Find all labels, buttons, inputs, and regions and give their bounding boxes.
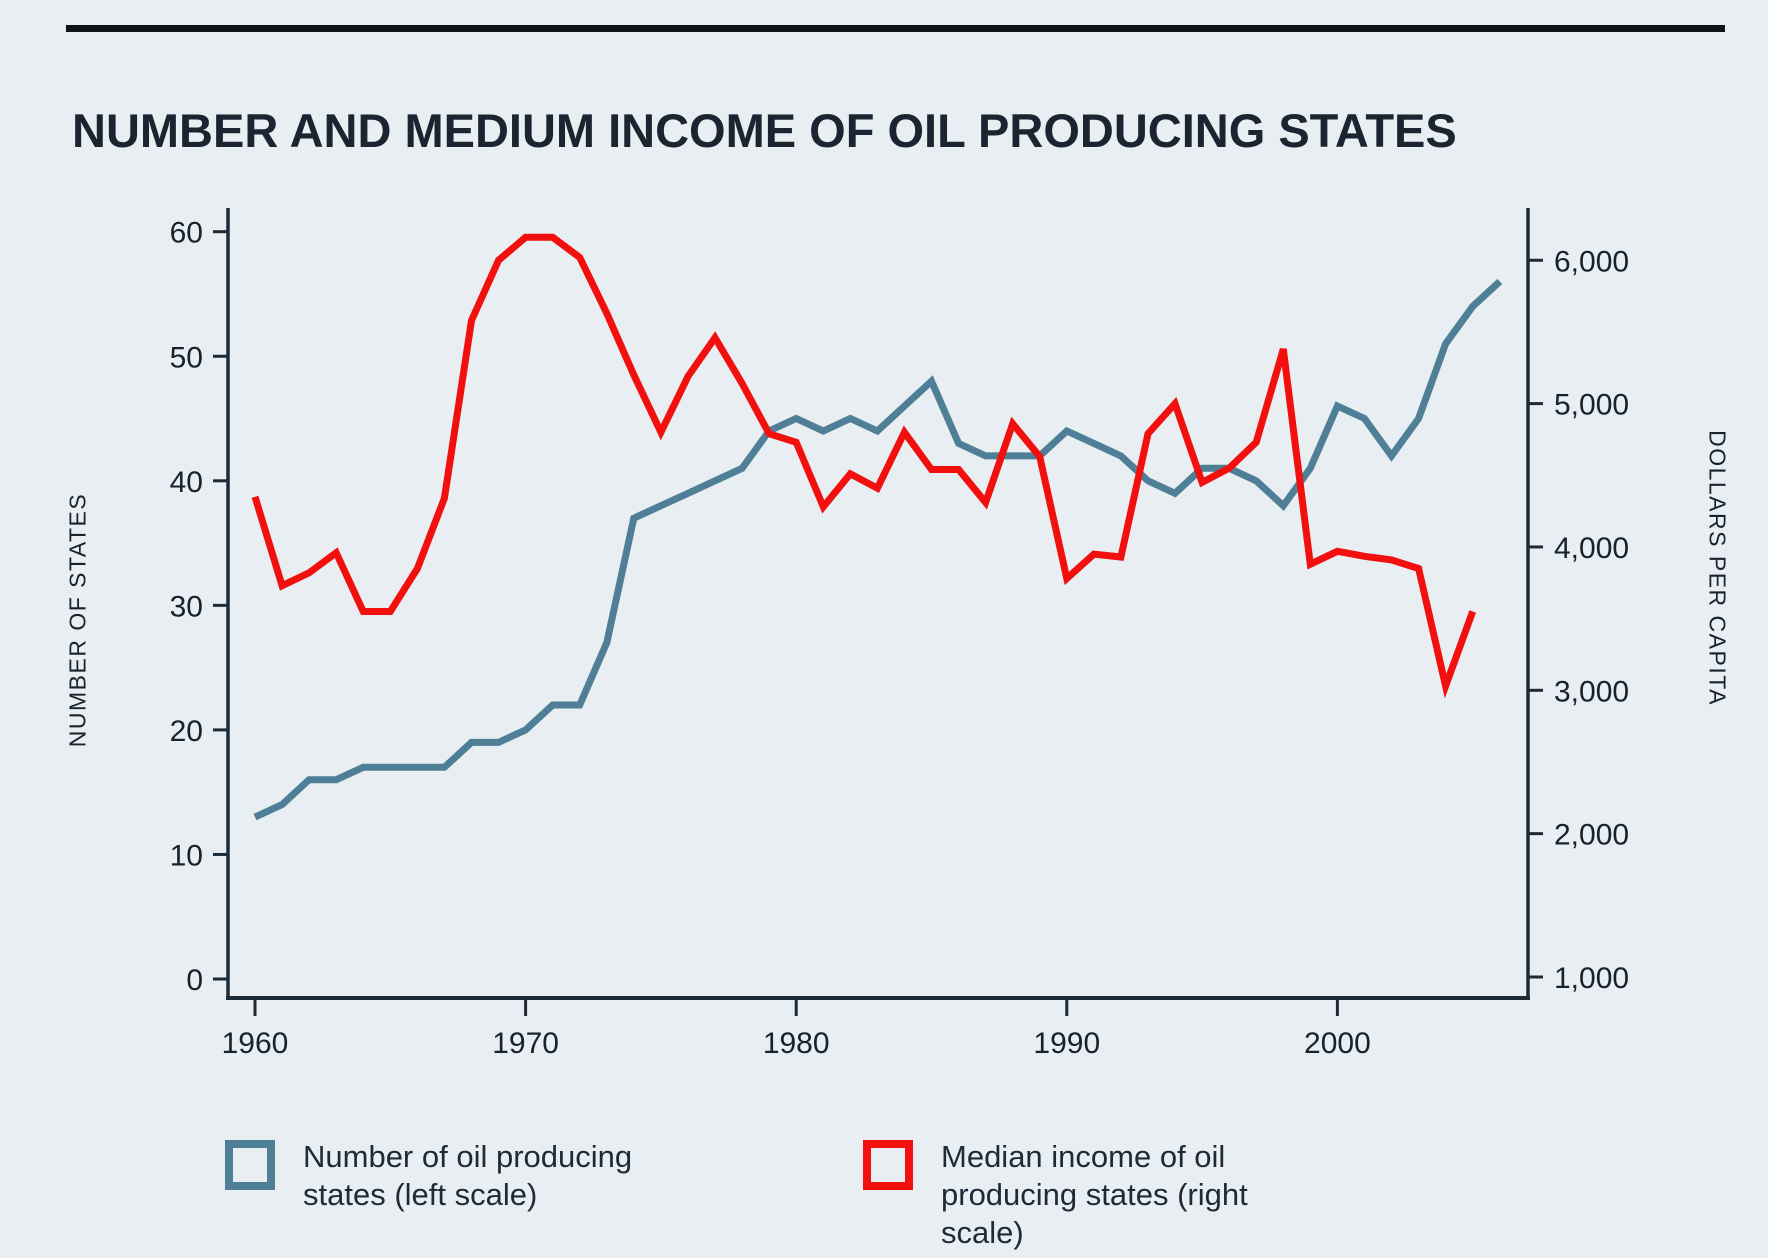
svg-text:5,000: 5,000 xyxy=(1554,389,1629,422)
legend-label-states: Number of oil producing states (left sca… xyxy=(303,1139,633,1212)
svg-text:1970: 1970 xyxy=(492,1027,559,1060)
right-axis-ticks: 1,000 2,000 3,000 4,000 5,000 6,000 xyxy=(1528,245,1629,995)
svg-text:2000: 2000 xyxy=(1304,1027,1371,1060)
legend-item-income: Median income of oil producing states (r… xyxy=(863,1138,1321,1252)
svg-text:40: 40 xyxy=(170,466,203,499)
left-axis-title: NUMBER OF STATES xyxy=(64,492,91,748)
svg-text:1990: 1990 xyxy=(1033,1027,1100,1060)
svg-text:1980: 1980 xyxy=(763,1027,830,1060)
states-line xyxy=(253,278,1503,821)
svg-text:3,000: 3,000 xyxy=(1554,675,1629,708)
legend-label-income: Median income of oil producing states (r… xyxy=(941,1139,1248,1250)
legend-item-states: Number of oil producing states (left sca… xyxy=(225,1138,683,1214)
states-swatch-icon xyxy=(225,1140,275,1190)
top-rule xyxy=(66,25,1725,32)
svg-text:1,000: 1,000 xyxy=(1554,962,1629,995)
axes xyxy=(226,208,1530,1000)
svg-text:2,000: 2,000 xyxy=(1554,819,1629,852)
svg-text:10: 10 xyxy=(170,839,203,872)
svg-text:50: 50 xyxy=(170,341,203,374)
left-axis-ticks: 0 10 20 30 40 50 60 xyxy=(170,217,228,997)
right-axis-title: DOLLARS PER CAPITA xyxy=(1704,430,1731,706)
legend: Number of oil producing states (left sca… xyxy=(0,1128,1768,1250)
svg-text:1960: 1960 xyxy=(222,1027,289,1060)
svg-text:30: 30 xyxy=(170,590,203,623)
income-line xyxy=(251,233,1476,699)
svg-text:60: 60 xyxy=(170,217,203,250)
page-title: NUMBER AND MEDIUM INCOME OF OIL PRODUCIN… xyxy=(72,104,1457,158)
svg-text:4,000: 4,000 xyxy=(1554,532,1629,565)
svg-text:0: 0 xyxy=(186,964,203,997)
x-axis-ticks: 1960 1970 1980 1990 2000 xyxy=(222,998,1371,1060)
svg-text:20: 20 xyxy=(170,715,203,748)
income-swatch-icon xyxy=(863,1140,913,1190)
svg-text:6,000: 6,000 xyxy=(1554,245,1629,278)
